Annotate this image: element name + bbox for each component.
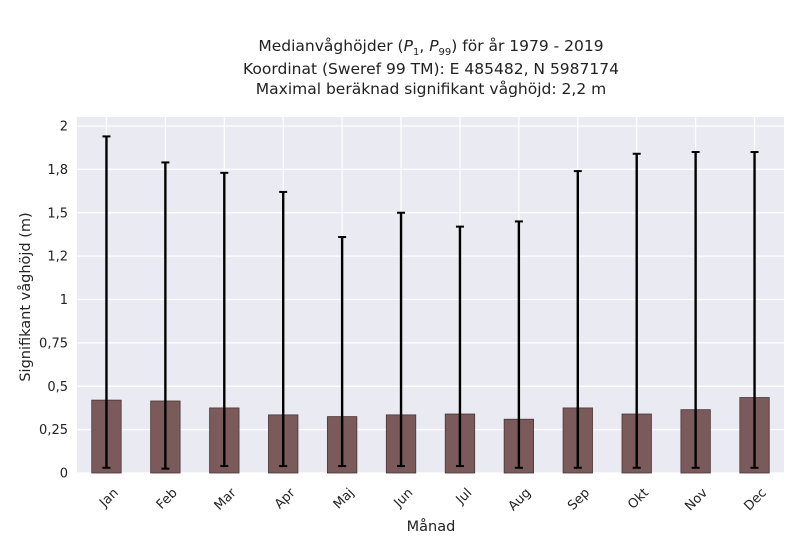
x-tick-label-okt: Okt (625, 486, 652, 513)
y-tick-label-2: 0,5 (47, 380, 68, 395)
x-tick-label-nov: Nov (682, 485, 711, 514)
y-tick-label-1: 0,25 (39, 423, 68, 438)
x-tick-label-jul: Jul (453, 486, 475, 508)
y-tick-label-5: 1,2 (47, 250, 68, 265)
x-tick-label-apr: Apr (272, 485, 299, 512)
y-tick-label-6: 1,5 (47, 206, 68, 221)
y-tick-label-7: 1,8 (47, 163, 68, 178)
y-axis-label: Signifikant våghöjd (m) (17, 212, 34, 381)
y-tick-label-8: 2 (60, 120, 68, 135)
x-tick-label-jan: Jan (96, 486, 121, 511)
x-tick-label-dec: Dec (741, 486, 769, 514)
chart-title-line-1: Medianvåghöjder (P1, P99) för år 1979 - … (258, 37, 603, 58)
chart-title-line-2: Koordinat (Sweref 99 TM): E 485482, N 59… (243, 60, 619, 78)
x-tick-label-maj: Maj (331, 486, 358, 513)
x-tick-label-jun: Jun (391, 486, 417, 512)
error-bars (102, 135, 759, 470)
y-tick-label-0: 0 (60, 467, 68, 482)
plot-background (77, 117, 784, 473)
y-tick-label-4: 1 (60, 293, 68, 308)
x-axis-label: Månad (407, 518, 456, 535)
x-tick-label-sep: Sep (565, 486, 593, 514)
x-tick-label-aug: Aug (506, 486, 535, 515)
chart-title-line-3: Maximal beräknad signifikant våghöjd: 2,… (256, 80, 606, 98)
y-tick-label-3: 0,75 (39, 336, 68, 351)
x-ticks: Jan Feb Mar Apr Maj Jun Jul Aug Sep Okt Nov Dec (96, 485, 770, 514)
x-tick-label-mar: Mar (212, 485, 240, 513)
y-ticks: 0 0,25 0,5 0,75 1 1,2 1,5 1,8 2 (39, 120, 68, 482)
x-tick-label-feb: Feb (154, 486, 181, 513)
